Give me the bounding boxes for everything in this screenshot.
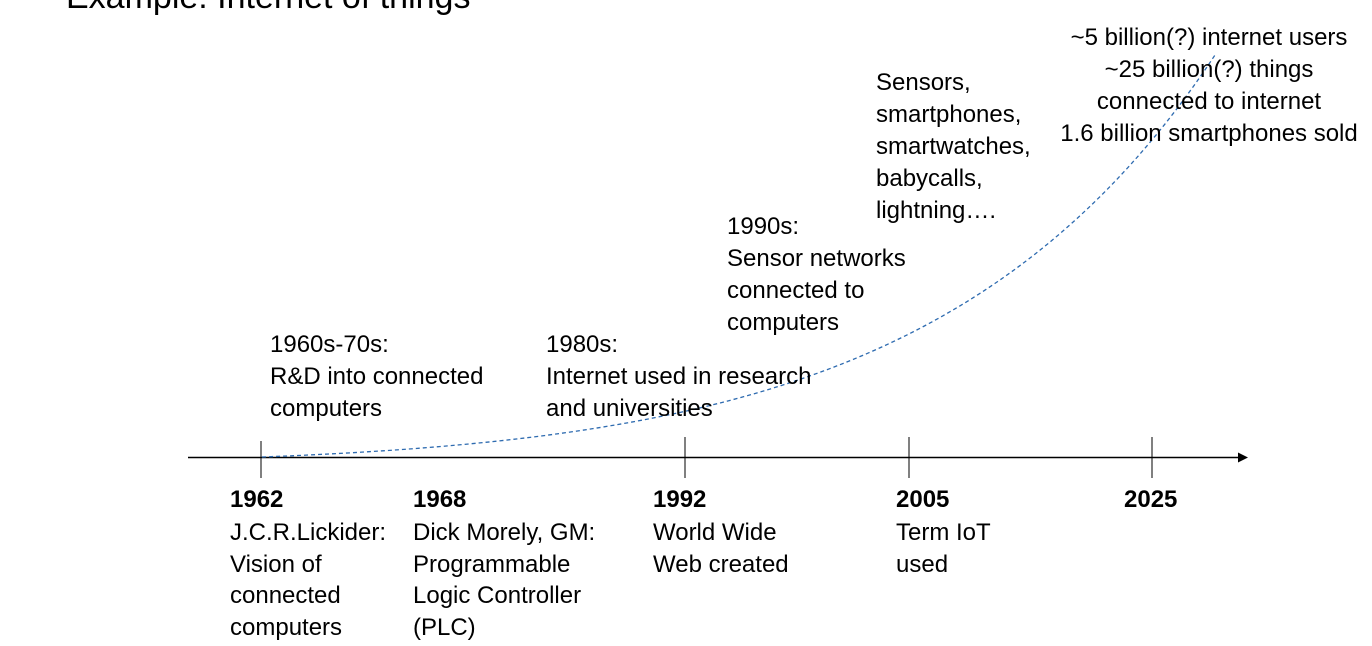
era-devices: Sensors, smartphones, smartwatches, baby… (876, 67, 1031, 227)
era-text: computers (270, 395, 383, 422)
era-text: 1.6 billion smartphones sold (1060, 120, 1358, 147)
event-text: (PLC) (413, 613, 476, 641)
era-text: connected to internet (1096, 88, 1322, 115)
era-text: Internet used in research (546, 363, 812, 390)
event-year: 2025 (1124, 486, 1178, 513)
event-text: Programmable (413, 550, 571, 578)
era-text: R&D into connected (270, 363, 484, 390)
era-label: 1980s: (546, 331, 619, 358)
event-year: 1962 (230, 486, 284, 513)
era-text: lightning…. (876, 197, 997, 224)
era-1980s: 1980s: Internet used in research and uni… (546, 329, 812, 425)
event-text: Term IoT (896, 519, 991, 546)
event-1968: 1968 Dick Morely, GM: Programmable Logic… (413, 483, 595, 643)
event-2005: 2005 Term IoT used (896, 483, 991, 580)
event-year: 1968 (413, 486, 467, 513)
era-label: 1990s: (727, 213, 800, 240)
event-text: J.C.R.Lickider: (230, 519, 387, 546)
era-text: Sensors, (876, 69, 971, 96)
era-text: smartphones, (876, 101, 1022, 128)
event-2025: 2025 (1124, 483, 1177, 517)
era-future-stats: ~5 billion(?) internet users ~25 billion… (1046, 22, 1372, 150)
event-text: used (896, 550, 949, 578)
growth-curve (261, 54, 1216, 458)
era-1990s: 1990s: Sensor networks connected to comp… (727, 211, 906, 339)
event-1962: 1962 J.C.R.Lickider: Vision of connected… (230, 483, 386, 643)
event-text: connected (230, 582, 341, 609)
era-text: connected to (727, 277, 865, 304)
era-text: babycalls, (876, 165, 983, 192)
event-text: Logic Controller (413, 582, 582, 609)
event-text: Dick Morely, GM: (413, 519, 596, 546)
era-text: ~5 billion(?) internet users (1070, 24, 1348, 51)
event-text: computers (230, 613, 343, 641)
era-1960s-70s: 1960s-70s: R&D into connected computers (270, 329, 483, 425)
event-year: 2005 (896, 486, 950, 513)
event-1992: 1992 World Wide Web created (653, 483, 789, 580)
timeline-arrowhead (1238, 452, 1248, 463)
page-title: Example: Internet of things (66, 0, 470, 17)
era-label: 1960s-70s: (270, 331, 389, 358)
event-text: Web created (653, 550, 789, 578)
era-text: computers (727, 309, 840, 336)
era-text: smartwatches, (876, 133, 1031, 160)
era-text: and universities (546, 395, 713, 422)
era-text: ~25 billion(?) things (1104, 56, 1314, 83)
era-text: Sensor networks (727, 245, 906, 272)
event-text: World Wide (653, 519, 777, 546)
event-text: Vision of (230, 550, 322, 578)
event-year: 1992 (653, 486, 707, 513)
